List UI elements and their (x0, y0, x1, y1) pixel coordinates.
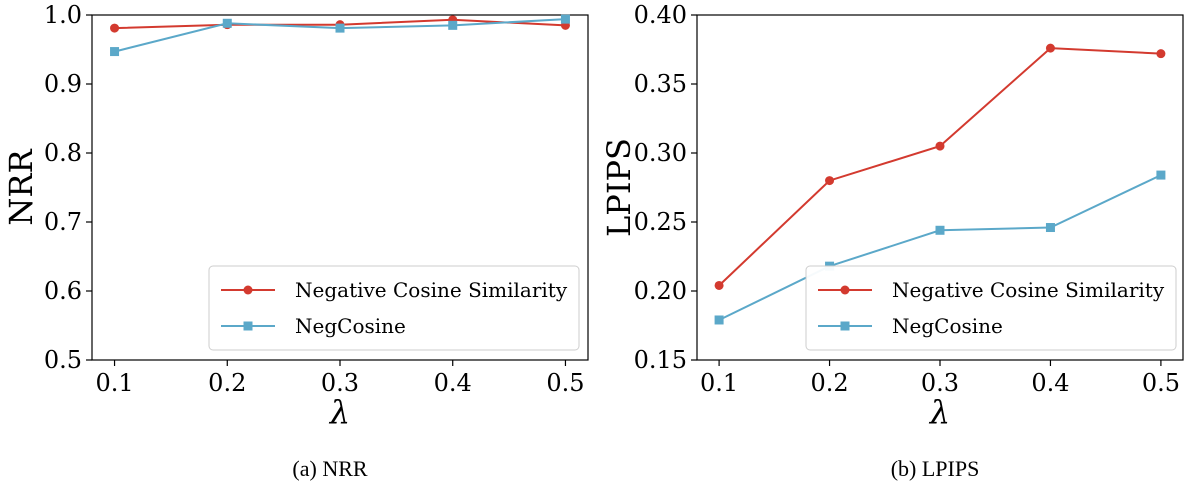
x-tick-label: 0.3 (321, 369, 359, 397)
y-tick-label: 0.6 (44, 277, 82, 305)
chart-panel-2: 0.15 0.20 0.25 0.30 0.35 0.40 0.1 0.2 0.3 0.4 0.5 λ… (600, 1, 1184, 481)
legend-label: Negative Cosine Similarity (295, 278, 568, 302)
legend-marker (840, 321, 850, 331)
legend-box (805, 265, 1177, 351)
data-point (825, 176, 835, 186)
y-tick-label: 0.15 (634, 346, 687, 374)
chart-panel-1: 0.5 0.6 0.7 0.8 0.9 1.0 0.1 0.2 0.3 0.4 0.5 λ NRR Neg… (2, 1, 589, 481)
legend-label: NegCosine (892, 314, 1003, 338)
legend-label: Negative Cosine Similarity (892, 278, 1165, 302)
series-line (718, 47, 1161, 287)
figure-caption: (a) NRR (292, 456, 367, 481)
y-tick-label: 0.30 (634, 139, 687, 167)
data-point (1156, 170, 1166, 180)
data-point (714, 280, 724, 290)
y-tick-label: 0.35 (634, 70, 687, 98)
x-axis-title: λ (928, 393, 950, 431)
y-axis-title: LPIPS (600, 138, 638, 237)
series-1 (714, 43, 1166, 290)
x-tick-label: 0.3 (921, 369, 959, 397)
data-point (560, 14, 570, 24)
x-tick-label: 0.1 (95, 369, 133, 397)
data-point (222, 18, 232, 28)
y-tick-label: 0.8 (44, 139, 82, 167)
y-tick-label: 0.9 (44, 70, 82, 98)
x-tick-label: 0.4 (1031, 369, 1069, 397)
legend-marker (243, 285, 253, 295)
legend-label: NegCosine (295, 314, 406, 338)
data-point (448, 20, 458, 30)
figure-caption: (b) LPIPS (891, 456, 980, 481)
legend: Negative Cosine Similarity NegCosine (208, 265, 580, 351)
x-tick-label: 0.2 (208, 369, 246, 397)
data-point (1156, 49, 1166, 59)
x-tick-label: 0.4 (434, 369, 472, 397)
y-tick-label: 0.25 (634, 208, 687, 236)
y-tick-label: 1.0 (44, 1, 82, 29)
legend: Negative Cosine Similarity NegCosine (805, 265, 1177, 351)
y-axis-title: NRR (2, 149, 40, 226)
data-point (714, 315, 724, 325)
y-tick-label: 0.5 (44, 346, 82, 374)
legend-box (208, 265, 580, 351)
x-tick-label: 0.2 (810, 369, 848, 397)
x-axis-title: λ (328, 393, 350, 431)
data-point (1045, 223, 1055, 233)
data-point (110, 47, 120, 57)
y-tick-label: 0.7 (44, 208, 82, 236)
data-point (935, 225, 945, 235)
data-point (335, 23, 345, 33)
x-tick-label: 0.5 (1142, 369, 1180, 397)
legend-marker (840, 285, 850, 295)
data-point (1045, 43, 1055, 53)
x-tick-label: 0.1 (700, 369, 738, 397)
data-point (935, 141, 945, 151)
y-tick-label: 0.40 (634, 1, 687, 29)
series-2 (110, 14, 570, 57)
data-point (110, 23, 120, 33)
legend-marker (243, 321, 253, 331)
x-tick-label: 0.5 (546, 369, 584, 397)
y-tick-label: 0.20 (634, 277, 687, 305)
